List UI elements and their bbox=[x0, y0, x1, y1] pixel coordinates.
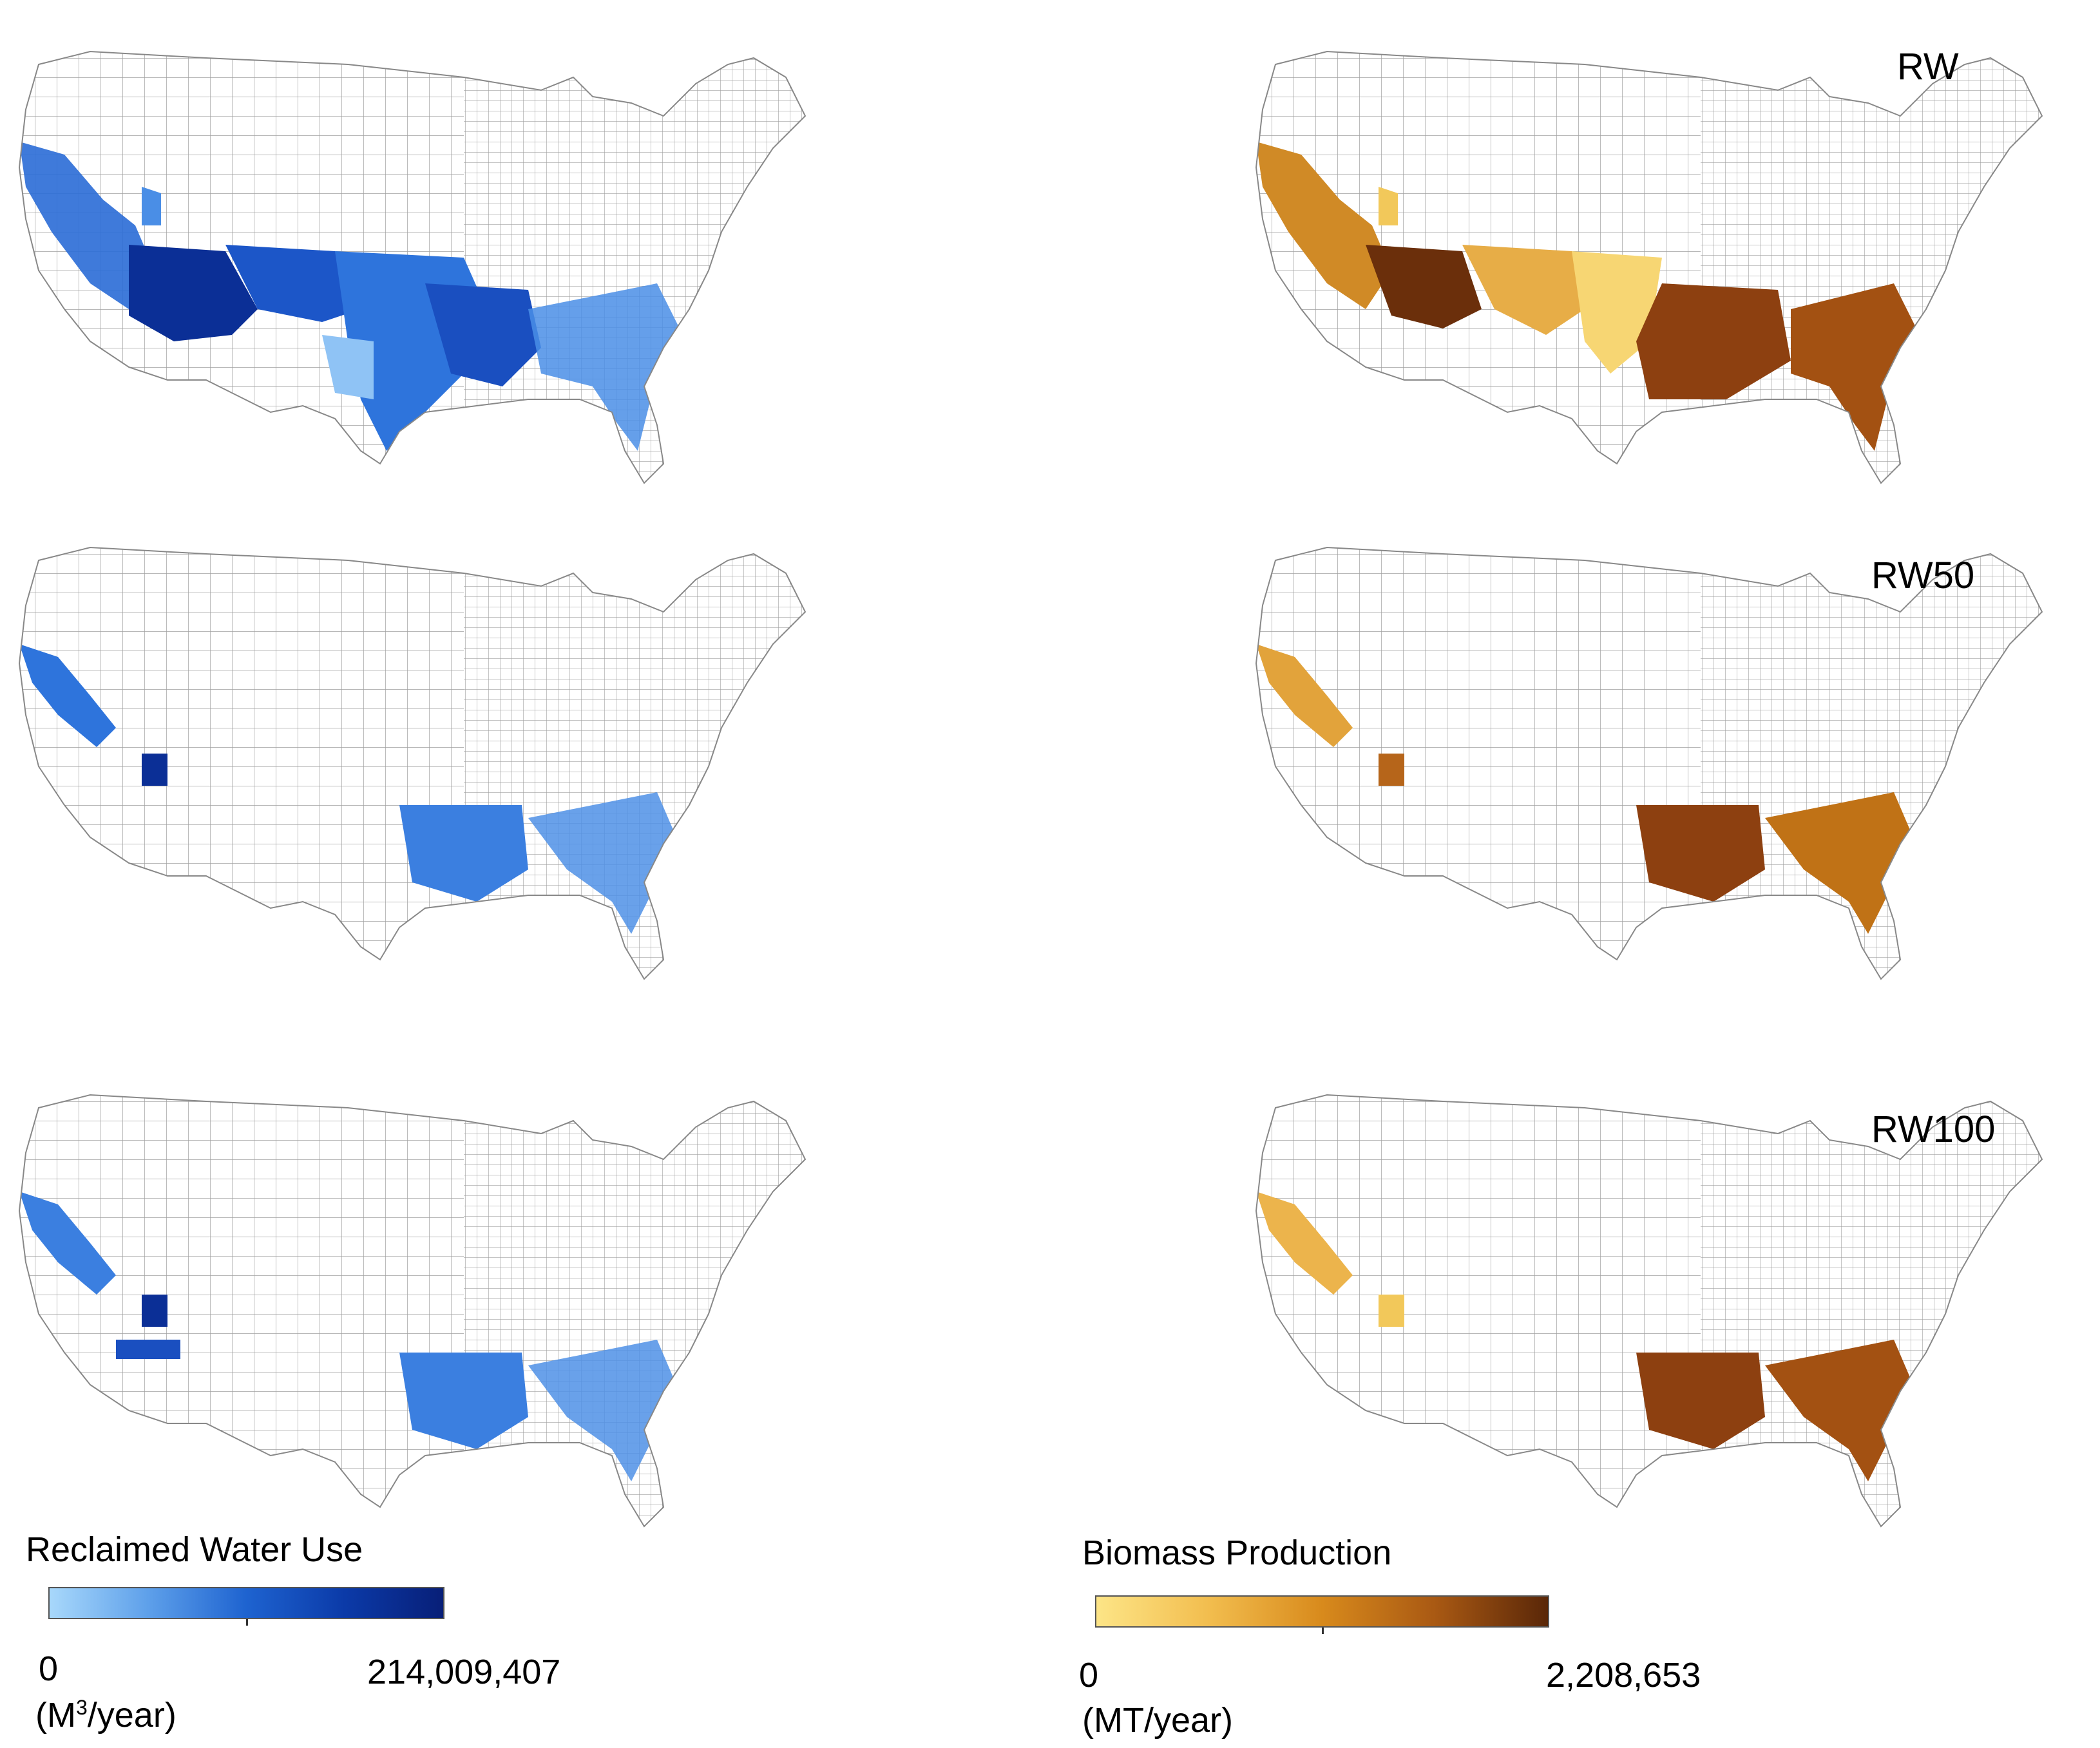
shaded-counties bbox=[1256, 644, 1913, 934]
legend-biomass-unit: (MT/year) bbox=[1082, 1701, 1233, 1740]
us-county-map-svg bbox=[1255, 51, 2043, 484]
scenario-label-rw50: RW50 bbox=[1871, 555, 1975, 596]
shaded-counties bbox=[19, 142, 683, 451]
legend-tick bbox=[246, 1619, 248, 1626]
unit-superscript: 3 bbox=[75, 1696, 88, 1719]
shaded-counties bbox=[1256, 1192, 1913, 1481]
map-reclaimed-water-rw bbox=[13, 39, 825, 496]
legend-biomass-max: 2,208,653 bbox=[1546, 1656, 1701, 1695]
unit-prefix: (M bbox=[35, 1696, 76, 1734]
scenario-label-rw: RW bbox=[1897, 46, 1959, 88]
shaded-counties bbox=[19, 644, 676, 934]
map-reclaimed-water-rw100 bbox=[13, 1082, 825, 1539]
us-county-map-svg bbox=[19, 1094, 806, 1527]
scenario-label-rw100: RW100 bbox=[1871, 1108, 1996, 1150]
us-county-map-svg bbox=[1255, 547, 2043, 980]
legend-water-min: 0 bbox=[39, 1649, 59, 1688]
map-biomass-rw bbox=[1250, 39, 2061, 496]
map-biomass-rw50 bbox=[1250, 535, 2061, 992]
legend-water-max: 214,009,407 bbox=[367, 1653, 561, 1691]
legend-tick bbox=[1322, 1628, 1324, 1634]
map-reclaimed-water-rw50 bbox=[13, 535, 825, 992]
shaded-counties bbox=[1256, 142, 1920, 451]
legend-water-title: Reclaimed Water Use bbox=[26, 1530, 363, 1569]
us-county-map-svg bbox=[19, 51, 806, 484]
map-biomass-rw100 bbox=[1250, 1082, 2061, 1539]
legend-water-unit: (M3/year) bbox=[35, 1695, 177, 1735]
legend-water-colorbar bbox=[48, 1587, 444, 1626]
legend-biomass-title: Biomass Production bbox=[1082, 1534, 1392, 1572]
legend-biomass-min: 0 bbox=[1079, 1656, 1099, 1695]
us-county-map-svg bbox=[1255, 1094, 2043, 1527]
us-county-map-svg bbox=[19, 547, 806, 980]
shaded-counties bbox=[19, 1192, 676, 1481]
unit-suffix: /year) bbox=[87, 1696, 177, 1734]
legend-biomass-colorbar bbox=[1095, 1595, 1549, 1634]
